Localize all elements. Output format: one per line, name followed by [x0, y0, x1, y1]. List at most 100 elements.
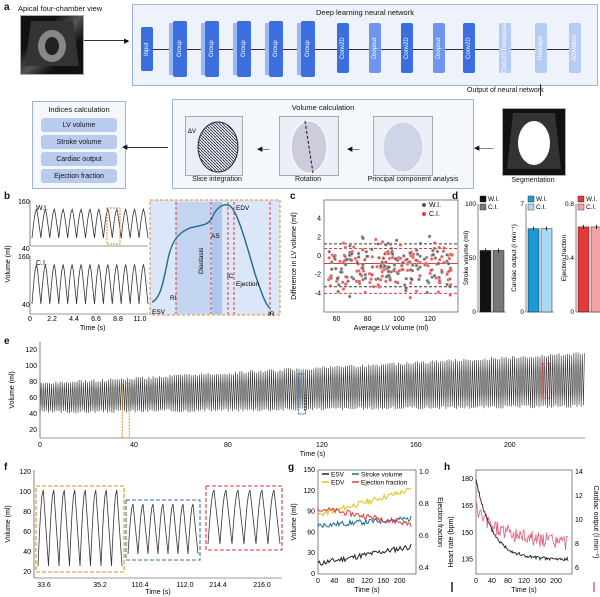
layer-connector	[547, 49, 569, 50]
d-bar	[479, 250, 492, 313]
c-point-ci	[369, 277, 373, 282]
f-ytick: 60	[23, 529, 31, 536]
slice-integration-image: ΔV	[185, 116, 243, 176]
c-point-wi	[377, 255, 381, 260]
c-point-wi	[370, 265, 375, 269]
c-point-ci	[370, 273, 374, 277]
c-point-wi	[358, 272, 363, 276]
index-cardiac-output: Cardiac output	[41, 152, 117, 166]
h-y2tick: 14	[575, 469, 583, 476]
g-ytick: 90	[307, 509, 315, 516]
c-ytick: 0	[317, 253, 321, 260]
c-point-wi	[414, 248, 419, 253]
c-point-wi	[435, 249, 440, 254]
c-point-wi	[333, 266, 338, 271]
d-legend-swatch	[479, 195, 487, 203]
b-xtick: 4.4	[69, 316, 79, 323]
layer-depth	[169, 23, 175, 75]
c-point-ci	[449, 268, 453, 273]
step-pca: Principal component analysis	[367, 176, 459, 183]
c-point-ci	[429, 268, 433, 273]
c-point-ci	[447, 256, 452, 261]
c-point-ci	[332, 254, 336, 259]
c-point-ci	[428, 271, 433, 276]
g-xtick: 0	[316, 578, 320, 585]
c-point-ci	[401, 267, 405, 272]
c-point-ci	[441, 249, 446, 254]
b-xlabel: Time (s)	[80, 325, 105, 332]
c-point-ci	[384, 279, 388, 284]
e-box-red	[542, 363, 551, 399]
h-y2tick: 10	[575, 517, 583, 524]
d-ytick: 0	[472, 309, 476, 316]
c-point-wi	[394, 238, 399, 243]
d-ylabel: Stroke volume (ml)	[463, 231, 470, 286]
c-point-ci	[376, 282, 381, 287]
c-point-wi	[386, 273, 391, 278]
d-ytick: 7	[520, 201, 524, 208]
layer-connector	[219, 49, 237, 50]
c-point-ci	[341, 241, 346, 245]
f-xtick: 112.0	[177, 582, 194, 589]
c-point-wi	[388, 278, 393, 282]
c-point-ci	[407, 260, 412, 264]
c-point-ci	[417, 260, 422, 265]
e-ytick: 20	[29, 427, 37, 434]
c-point-wi	[445, 282, 449, 287]
c-point-wi	[355, 261, 360, 266]
d-ytick: 0.4	[565, 255, 574, 262]
d-bar	[590, 226, 600, 313]
index-ejection-fraction: Ejection fraction	[41, 169, 117, 183]
panel-label-e: e	[4, 336, 10, 347]
c-point-ci	[383, 252, 387, 256]
d-legend-label: W.I.	[488, 196, 499, 203]
indices-panel: Indices calculation LV volume Stroke vol…	[32, 101, 126, 189]
layer-depth	[201, 23, 207, 75]
c-point-ci	[393, 280, 398, 284]
b-ejection: Ejection	[236, 281, 260, 288]
c-point-ci	[338, 259, 342, 264]
e-ytick: 80	[29, 379, 37, 386]
layer-connector	[381, 49, 401, 50]
b-as: AS	[211, 233, 220, 240]
arrow-head-icon: ▶	[124, 38, 130, 45]
step-segmentation: Segmentation	[511, 177, 555, 184]
panel-label-d: d	[452, 191, 459, 202]
g-y2tick: 0.4	[419, 565, 429, 572]
b-xtick: 11.0	[133, 316, 146, 323]
f-xtick: 35.2	[93, 582, 107, 589]
echo-image	[20, 15, 84, 75]
g-y2tick: 0.8	[419, 501, 429, 508]
c-point-ci	[418, 273, 422, 278]
segmentation-image	[502, 108, 566, 176]
c-point-wi	[378, 263, 383, 268]
c-point-ci	[380, 274, 385, 279]
h-ytick: 165	[461, 503, 473, 510]
c-point-wi	[339, 267, 344, 271]
c-point-wi	[425, 278, 430, 283]
c-point-wi	[410, 263, 415, 267]
c-point-ci	[437, 278, 442, 283]
d-legend-label: W.I.	[586, 196, 597, 203]
h-xtick: 80	[504, 578, 512, 585]
e-xtick: 40	[130, 442, 138, 449]
d-legend-swatch	[527, 195, 535, 203]
layer-conv2d: Conv2D	[401, 23, 413, 73]
h-ytick: 180	[461, 476, 473, 483]
e-ytick: 40	[29, 411, 37, 418]
c-point-ci	[429, 257, 434, 261]
panel-e-chart: 0 40 80 120 160 200 120 100 80 60 40 20 Time (s) Volu…	[9, 342, 585, 458]
e-xtick: 80	[224, 442, 232, 449]
b-ytick-bot1: 40	[22, 246, 30, 253]
c-point-wi	[405, 257, 410, 262]
c-point-wi	[349, 258, 354, 263]
c-point-wi	[404, 276, 409, 281]
h-heart-rate-line	[475, 479, 569, 562]
panel-label-c: c	[290, 191, 296, 202]
b-as-band	[212, 202, 222, 314]
c-point-ci	[442, 246, 447, 250]
c-point-ci	[371, 284, 376, 289]
panel-label-h: h	[444, 462, 451, 473]
d-bar	[540, 228, 553, 313]
